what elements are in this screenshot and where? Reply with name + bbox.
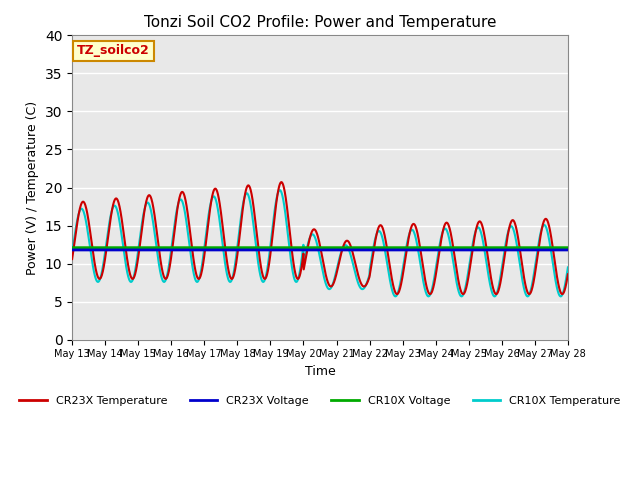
Y-axis label: Power (V) / Temperature (C): Power (V) / Temperature (C) xyxy=(26,100,39,275)
Text: TZ_soilco2: TZ_soilco2 xyxy=(77,45,150,58)
Title: Tonzi Soil CO2 Profile: Power and Temperature: Tonzi Soil CO2 Profile: Power and Temper… xyxy=(144,15,496,30)
Legend: CR23X Temperature, CR23X Voltage, CR10X Voltage, CR10X Temperature: CR23X Temperature, CR23X Voltage, CR10X … xyxy=(15,391,625,410)
X-axis label: Time: Time xyxy=(305,365,335,378)
